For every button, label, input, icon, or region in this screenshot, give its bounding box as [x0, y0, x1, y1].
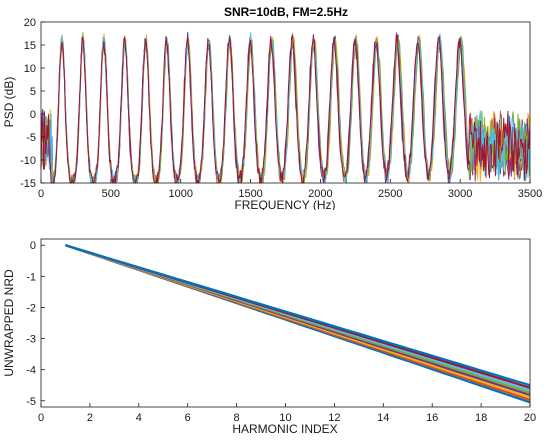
x-tick-label: 14 — [377, 412, 389, 424]
x-tick-label: 8 — [234, 412, 240, 424]
x-tick-label: 3000 — [448, 188, 472, 200]
x-tick-label: 20 — [524, 412, 536, 424]
chart-title: SNR=10dB, FM=2.5Hz — [224, 5, 348, 19]
x-tick-label: 2500 — [378, 188, 402, 200]
y-axis-label: UNWRAPPED NRD — [2, 269, 16, 377]
nrd-series-line — [65, 244, 531, 392]
x-tick-label: 2 — [87, 412, 93, 424]
nrd-y-ticks: -5 -4 -3 -2 -1 0 — [26, 240, 45, 408]
psd-y-ticks: -15 -10 -5 0 5 10 15 20 — [20, 17, 45, 190]
x-tick-label: 4 — [136, 412, 142, 424]
psd-series-group — [40, 31, 531, 184]
x-tick-label: 1000 — [168, 188, 192, 200]
y-tick-label: -4 — [26, 365, 36, 377]
y-tick-label: -5 — [26, 132, 36, 144]
x-axis-label: HARMONIC INDEX — [232, 422, 337, 436]
x-tick-label: 2000 — [308, 188, 332, 200]
nrd-plot-frame — [40, 238, 531, 408]
x-tick-label: 16 — [426, 412, 438, 424]
psd-chart: SNR=10dB, FM=2.5Hz 0 500 1000 1500 2000 2500 3… — [2, 5, 542, 210]
nrd-series-line — [65, 244, 531, 397]
nrd-series-group — [65, 244, 531, 404]
x-tick-label: 0 — [38, 188, 44, 200]
nrd-series-line — [65, 244, 531, 401]
nrd-series-line — [65, 244, 531, 389]
psd-series-line — [40, 34, 531, 184]
y-tick-label: -10 — [20, 155, 36, 167]
x-tick-label: 6 — [185, 412, 191, 424]
psd-plot-frame — [40, 21, 531, 184]
x-axis-label: FREQUENCY (Hz) — [234, 198, 335, 210]
nrd-series-line — [65, 244, 531, 404]
x-tick-label: 18 — [475, 412, 487, 424]
nrd-x-ticks: 0 2 4 6 8 10 12 14 16 18 20 — [38, 403, 536, 424]
y-tick-label: 0 — [30, 240, 36, 252]
x-tick-label: 500 — [102, 188, 120, 200]
nrd-series-line — [65, 244, 531, 394]
y-tick-label: 10 — [24, 63, 36, 75]
y-tick-label: -2 — [26, 302, 36, 314]
x-tick-label: 12 — [328, 412, 340, 424]
y-tick-label: 0 — [30, 109, 36, 121]
y-tick-label: -15 — [20, 178, 36, 190]
y-tick-label: -5 — [26, 396, 36, 408]
y-axis-label: PSD (dB) — [2, 77, 16, 128]
y-tick-label: 15 — [24, 40, 36, 52]
y-tick-label: 5 — [30, 86, 36, 98]
x-tick-label: 10 — [279, 412, 291, 424]
x-tick-label: 3500 — [518, 188, 542, 200]
y-tick-label: -3 — [26, 334, 36, 346]
nrd-series-line — [65, 244, 531, 399]
x-tick-label: 0 — [38, 412, 44, 424]
y-tick-label: -1 — [26, 271, 36, 283]
x-tick-label: 1500 — [238, 188, 262, 200]
y-tick-label: 20 — [24, 17, 36, 29]
nrd-series-line — [65, 244, 531, 387]
psd-x-ticks: 0 500 1000 1500 2000 2500 3000 3500 — [38, 179, 542, 200]
